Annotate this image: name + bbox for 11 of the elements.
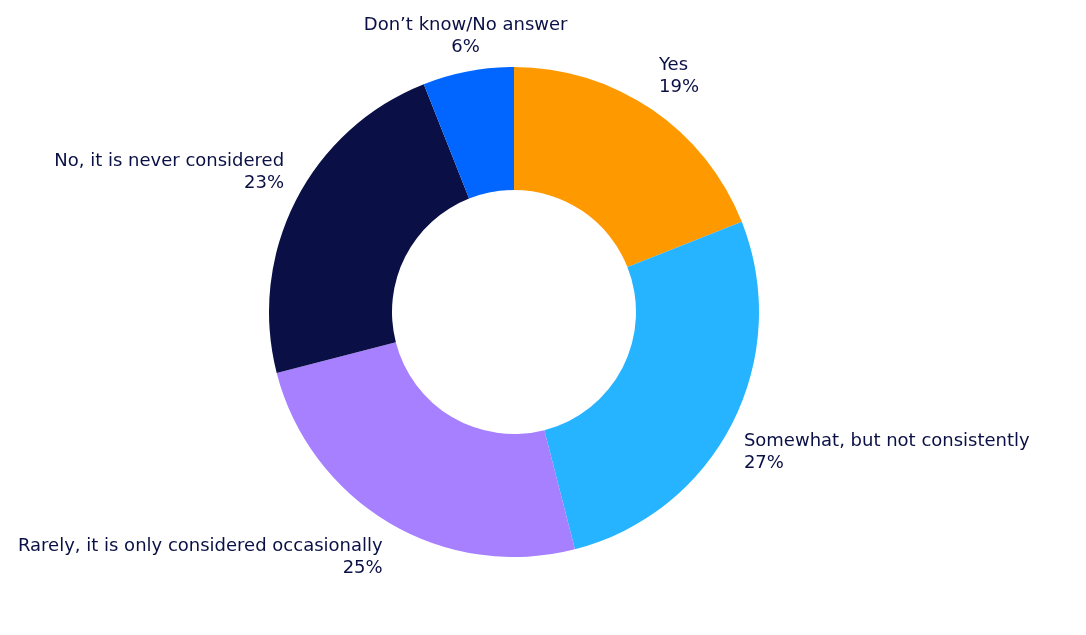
slice-label: Somewhat, but not consistently	[743, 429, 1031, 451]
donut-slice	[423, 67, 514, 199]
data-label: 23%	[244, 170, 285, 192]
slice-label: Rarely, it is only considered occasionally	[17, 534, 383, 556]
slice-label: No, it is never considered	[54, 148, 285, 170]
data-label: 6%	[451, 34, 480, 56]
data-label: 27%	[743, 451, 784, 473]
data-label: 25%	[342, 556, 383, 578]
slice-label: Yes	[658, 52, 689, 74]
data-label: 19%	[659, 74, 700, 96]
slice-label: Don’t know/No answer	[363, 12, 569, 34]
